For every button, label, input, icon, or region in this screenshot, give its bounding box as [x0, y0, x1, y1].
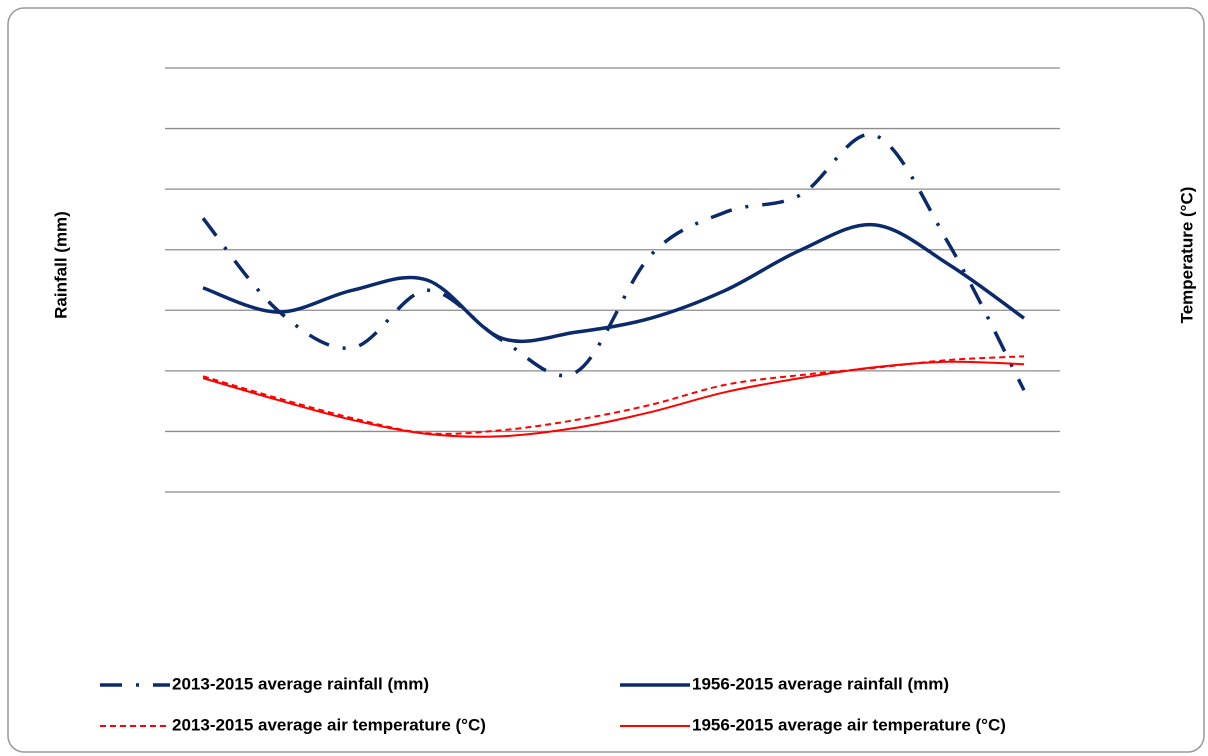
legend-label: 2013-2015 average rainfall (mm) — [172, 674, 429, 693]
series-line — [202, 222, 1026, 344]
y-axis-title: Rainfall (mm) — [51, 211, 70, 319]
series-line — [202, 360, 1025, 438]
legend-label: 1956-2015 average air temperature (°C) — [692, 715, 1006, 734]
legend-label: 2013-2015 average air temperature (°C) — [172, 715, 486, 734]
series-line — [201, 132, 1026, 392]
chart-border — [7, 7, 1205, 753]
legend-label: 1956-2015 average rainfall (mm) — [692, 674, 949, 693]
y2-axis-title: Temperature (°C) — [1177, 187, 1196, 324]
